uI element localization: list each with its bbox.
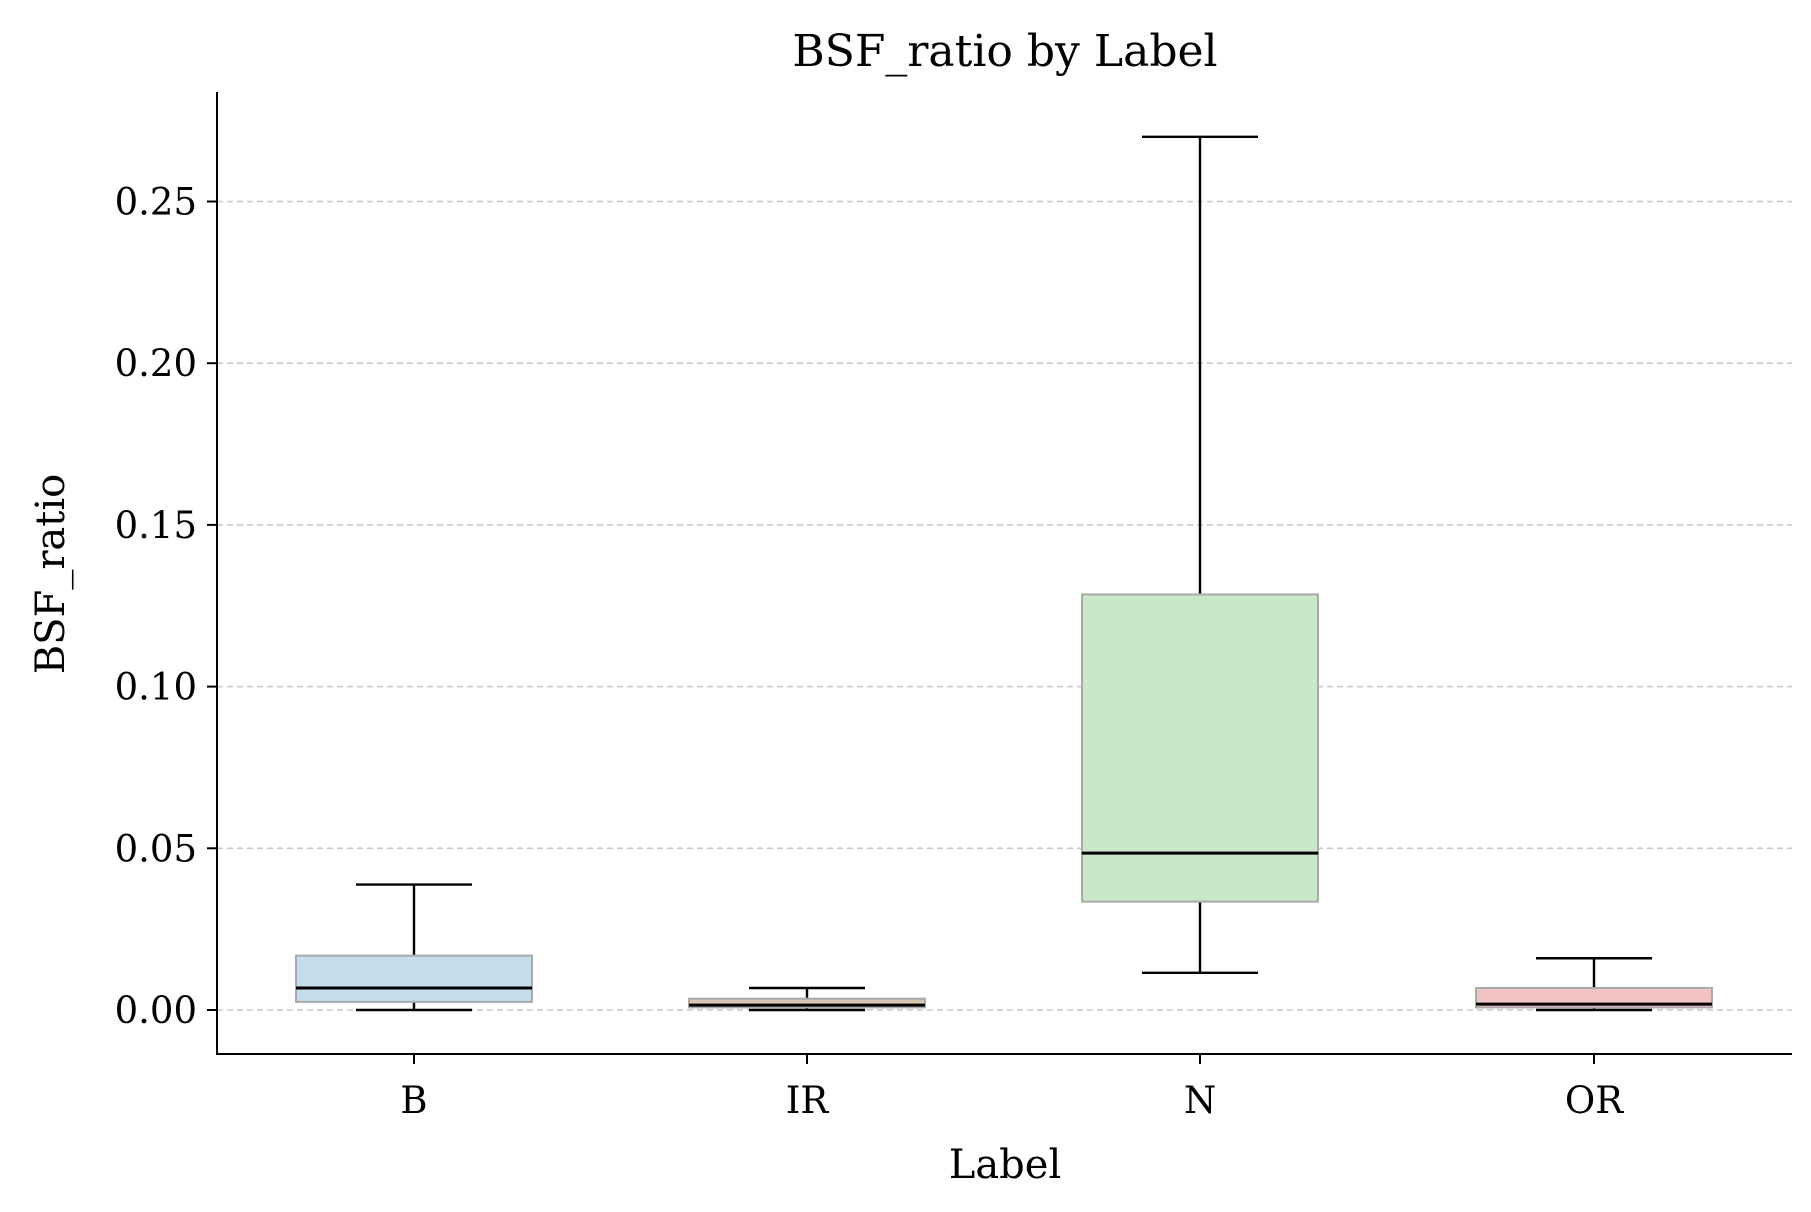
grid-layer [217, 200, 1792, 1011]
axis-layer [216, 92, 1792, 1055]
y-tick-label: 0.20 [115, 342, 197, 385]
chart-title: BSF_ratio by Label [792, 26, 1217, 77]
x-axis-label: Label [949, 1142, 1061, 1188]
box-layer [295, 135, 1713, 1012]
x-tick-label: OR [1565, 1079, 1624, 1122]
y-tick-label: 0.05 [115, 827, 197, 870]
tick-layer: 0.00 0.05 0.10 0.15 0.20 0.25 B IR N OR [115, 181, 1625, 1123]
box-or [1475, 987, 1713, 1009]
y-tick-label: 0.10 [115, 666, 197, 709]
y-tick-label: 0.15 [115, 504, 197, 547]
box-b [295, 954, 533, 1003]
x-tick-label: B [400, 1079, 427, 1122]
y-axis-label: BSF_ratio [28, 474, 74, 674]
box-n [1081, 593, 1319, 903]
y-tick-label: 0.25 [115, 181, 197, 224]
x-tick-label: IR [786, 1079, 830, 1122]
x-tick-label: N [1184, 1079, 1216, 1122]
y-tick-label: 0.00 [115, 989, 197, 1032]
box-ir [688, 997, 926, 1009]
